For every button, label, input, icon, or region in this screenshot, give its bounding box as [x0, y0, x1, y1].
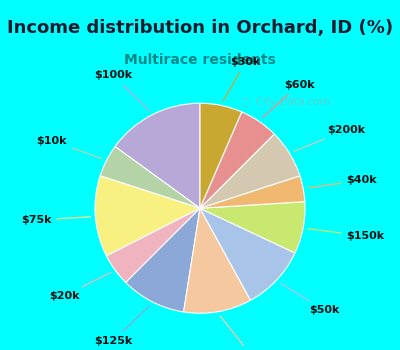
Text: Multirace residents: Multirace residents [124, 53, 276, 67]
Text: > $200k: > $200k [220, 316, 277, 350]
Text: ⓘ  City-Data.com: ⓘ City-Data.com [243, 97, 330, 107]
Text: $150k: $150k [308, 229, 384, 241]
Text: $100k: $100k [94, 70, 149, 111]
Wedge shape [200, 176, 305, 208]
Wedge shape [200, 103, 242, 208]
Text: $75k: $75k [21, 215, 90, 225]
Wedge shape [100, 147, 200, 208]
Wedge shape [200, 208, 295, 300]
Wedge shape [115, 103, 200, 208]
Wedge shape [200, 112, 274, 208]
Text: $200k: $200k [294, 125, 365, 151]
Text: $50k: $50k [280, 283, 339, 315]
Wedge shape [200, 202, 305, 253]
Text: Income distribution in Orchard, ID (%): Income distribution in Orchard, ID (%) [7, 19, 393, 37]
Wedge shape [126, 208, 200, 312]
Text: $20k: $20k [49, 272, 111, 301]
Wedge shape [106, 208, 200, 282]
Text: $40k: $40k [308, 175, 377, 188]
Wedge shape [95, 176, 200, 256]
Wedge shape [200, 134, 300, 208]
Text: $60k: $60k [262, 80, 314, 118]
Wedge shape [184, 208, 250, 313]
Text: $30k: $30k [223, 57, 261, 101]
Text: $10k: $10k [37, 135, 102, 159]
Text: $125k: $125k [94, 306, 149, 346]
